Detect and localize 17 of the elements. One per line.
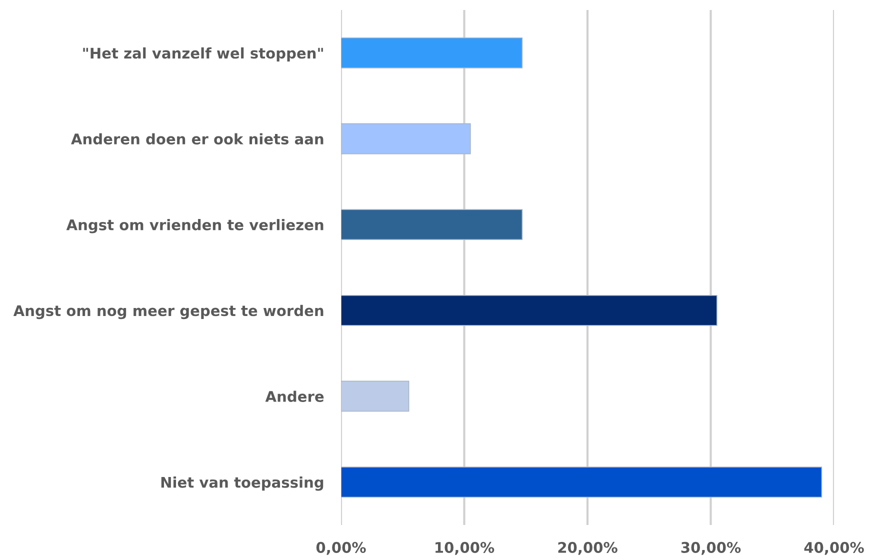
bar [341, 123, 471, 154]
x-tick-label: 0,00% [316, 542, 366, 555]
bar [341, 294, 718, 326]
bar [341, 380, 410, 412]
y-tick-label: Angst om nog meer gepest te worden [13, 304, 324, 320]
y-tick-label: Niet van toepassing [161, 476, 324, 491]
bar [341, 209, 523, 240]
y-tick-label: "Het zal vanzelf wel stoppen" [83, 47, 323, 62]
x-tick-label: 30,00% [681, 542, 741, 555]
x-tick-label: 10,00% [436, 542, 494, 555]
bar [341, 37, 523, 68]
y-tick-label: Angst om vrienden te verliezen [66, 219, 324, 234]
x-tick-label: 20,00% [558, 542, 618, 555]
bar [341, 466, 822, 498]
y-tick-label: Anderen doen er ook niets aan [71, 133, 324, 144]
x-tick-label: 40,00% [804, 542, 864, 555]
y-tick-label: Andere [265, 390, 324, 402]
